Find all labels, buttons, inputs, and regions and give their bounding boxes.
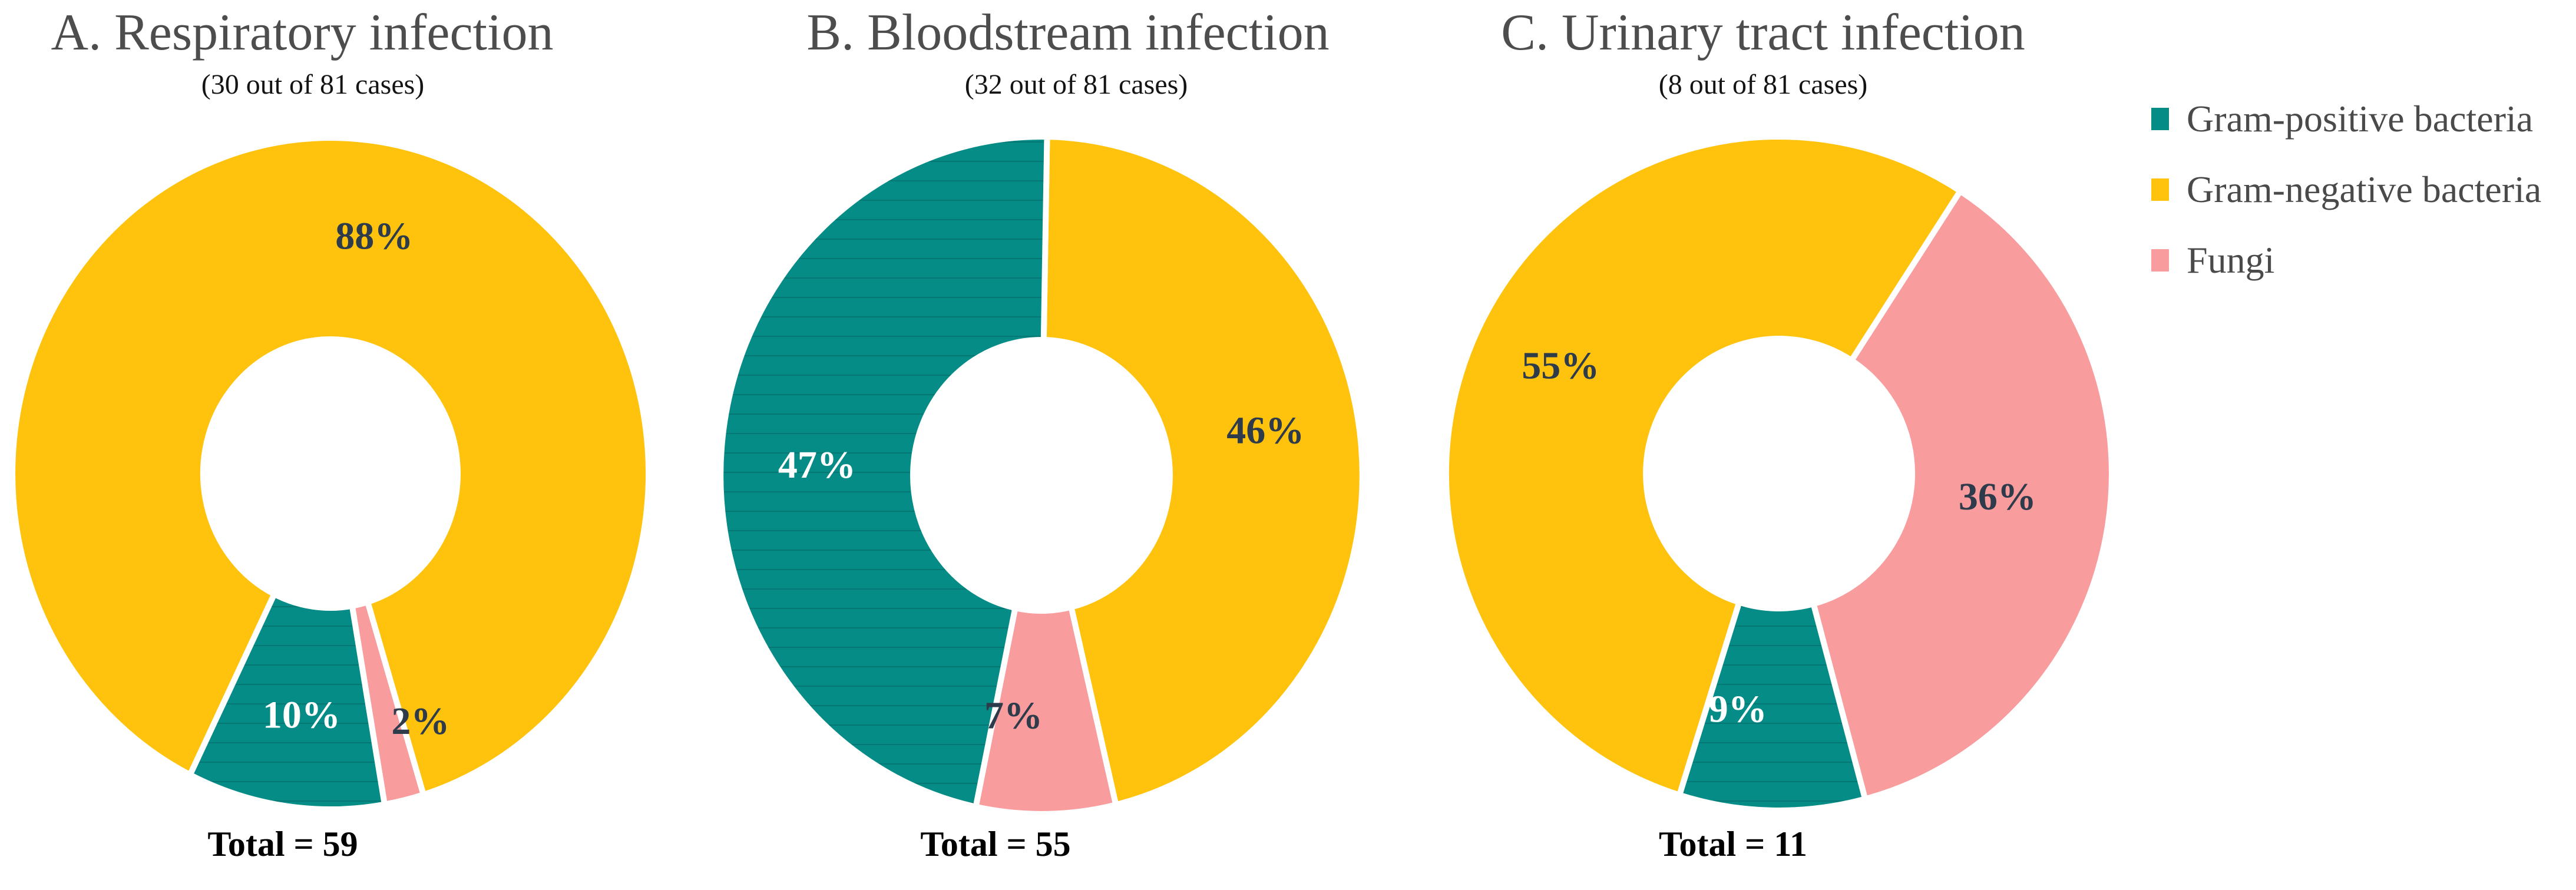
panel-b-title: B. Bloodstream infection	[806, 4, 1330, 61]
panel-c-subtitle: (8 out of 81 cases)	[1658, 69, 1868, 100]
gram-negative-swatch-icon	[2151, 178, 2169, 201]
slice-percent-label: 2%	[391, 700, 449, 743]
donut-svg: 36% 9% 55%	[1443, 134, 2115, 813]
legend: Gram-positive bacteria Gram-negative bac…	[2151, 97, 2541, 283]
legend-item-gram-negative: Gram-negative bacteria	[2151, 167, 2541, 212]
slice-fungi	[1810, 188, 2115, 802]
donut-svg: 46% 7% 47%	[717, 134, 1365, 817]
slice-gram_negative	[9, 135, 652, 798]
panel-c-total: Total = 11	[1658, 825, 1808, 863]
donut-chart-urinary: 36% 9% 55%	[1426, 120, 2132, 827]
slice-percent-label: 46%	[1226, 409, 1304, 452]
slice-percent-label: 9%	[1709, 688, 1767, 731]
slice-gram_negative	[1040, 134, 1365, 808]
legend-item-fungi: Fungi	[2151, 238, 2541, 283]
legend-label: Gram-positive bacteria	[2187, 98, 2534, 140]
slice-percent-label: 36%	[1959, 475, 2036, 518]
panel-a-title: A. Respiratory infection	[51, 4, 554, 61]
donut-svg: 2% 10% 88%	[9, 135, 652, 812]
panel-c-title: C. Urinary tract infection	[1501, 4, 2025, 61]
slice-percent-label: 7%	[984, 694, 1043, 737]
legend-label: Gram-negative bacteria	[2187, 168, 2542, 210]
fungi-swatch-icon	[2151, 249, 2169, 272]
slice-percent-label: 55%	[1522, 345, 1599, 388]
gram-positive-swatch-icon	[2151, 108, 2169, 130]
panel-b-total: Total = 55	[920, 825, 1071, 863]
slice-percent-label: 47%	[778, 444, 856, 487]
slice-gram_positive	[717, 134, 1050, 810]
slice-percent-label: 88%	[335, 215, 413, 258]
panel-b-subtitle: (32 out of 81 cases)	[964, 69, 1188, 100]
slice-percent-label: 10%	[263, 694, 340, 737]
panel-a-subtitle: (30 out of 81 cases)	[201, 69, 425, 100]
slice-gram_positive	[187, 591, 388, 812]
panel-a-total: Total = 59	[207, 825, 358, 863]
legend-label: Fungi	[2187, 239, 2275, 281]
legend-item-gram-positive: Gram-positive bacteria	[2151, 97, 2541, 141]
donut-chart-bloodstream: 46% 7% 47%	[688, 122, 1395, 829]
donut-chart-respiratory: 2% 10% 88%	[0, 120, 684, 827]
slice-gram_negative	[1443, 134, 1963, 798]
